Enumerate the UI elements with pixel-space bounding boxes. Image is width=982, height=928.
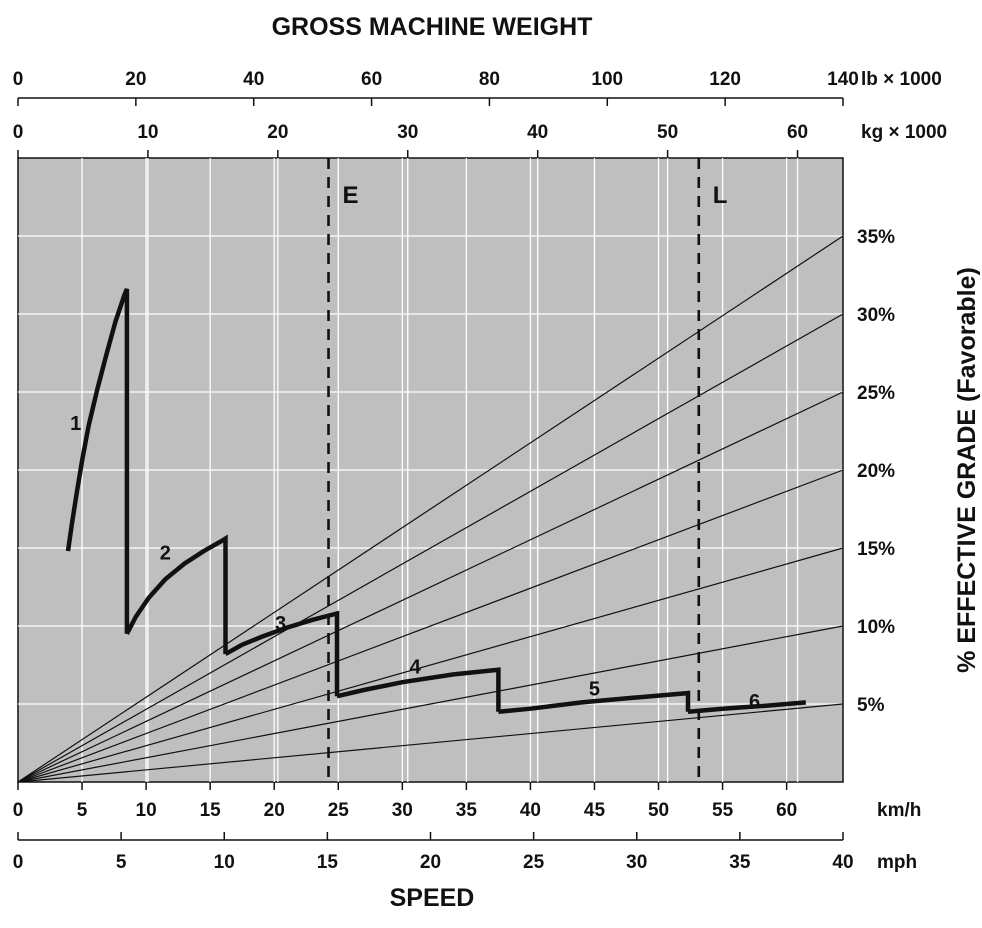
grade-line: [17, 469, 844, 783]
mph-tick-label: 20: [420, 852, 441, 873]
lb-tick-label: 80: [479, 69, 500, 90]
gear-curve: [65, 288, 130, 634]
lb-tick-label: 20: [125, 69, 146, 90]
gear-curve: [124, 534, 228, 655]
grade-label: 30%: [857, 305, 895, 326]
mph-tick-label: 15: [317, 852, 339, 873]
gear-label: 1: [70, 413, 81, 435]
gear-label: 6: [749, 691, 760, 713]
grade-line: [17, 235, 844, 783]
gear-label: 4: [410, 657, 422, 679]
gear-curve: [498, 690, 691, 715]
grade-line: [17, 391, 844, 783]
grade-line: [17, 313, 844, 783]
mph-unit-label: mph: [877, 852, 917, 873]
lb-tick-label: 100: [591, 69, 623, 90]
lb-unit-label: lb × 1000: [861, 69, 942, 90]
kmh-tick-label: 20: [264, 800, 285, 821]
kg-tick-label: 60: [787, 122, 808, 143]
kmh-unit-label: km/h: [877, 800, 921, 821]
x-axis-label: SPEED: [390, 884, 475, 912]
kmh-tick-label: 40: [520, 800, 541, 821]
grade-label: 5%: [857, 695, 885, 716]
weight-marker-label: E: [343, 182, 359, 209]
kg-tick-label: 30: [397, 122, 418, 143]
gear-label: 2: [160, 543, 171, 565]
kmh-tick-label: 5: [77, 800, 88, 821]
grade-label: 15%: [857, 539, 895, 560]
y-axis-label: % EFFECTIVE GRADE (Favorable): [953, 267, 981, 673]
kmh-tick-label: 60: [776, 800, 797, 821]
grade-label: 20%: [857, 461, 895, 482]
grade-line: [17, 547, 844, 783]
kmh-tick-label: 0: [13, 800, 24, 821]
mph-tick-label: 0: [13, 852, 24, 873]
kmh-tick-label: 35: [456, 800, 478, 821]
gear-curve: [336, 667, 501, 712]
kmh-tick-label: 25: [328, 800, 350, 821]
mph-tick-label: 10: [214, 852, 235, 873]
kg-tick-label: 20: [267, 122, 288, 143]
kg-tick-label: 0: [13, 122, 24, 143]
kg-unit-label: kg × 1000: [861, 122, 947, 143]
gear-curves: 1 2 3 4 5 6: [65, 288, 806, 715]
lb-tick-label: 60: [361, 69, 382, 90]
weight-marker-label: L: [713, 182, 728, 209]
gear-label: 3: [275, 613, 286, 635]
mph-tick-label: 30: [626, 852, 647, 873]
kmh-tick-label: 55: [712, 800, 734, 821]
kmh-tick-label: 10: [136, 800, 157, 821]
lb-tick-label: 40: [243, 69, 264, 90]
kmh-tick-label: 30: [392, 800, 413, 821]
kg-tick-label: 50: [657, 122, 678, 143]
mph-tick-label: 25: [523, 852, 545, 873]
gear-curve: [687, 700, 806, 715]
grade-label: 25%: [857, 383, 895, 404]
grade-label: 10%: [857, 617, 895, 638]
mph-tick-label: 35: [729, 852, 751, 873]
grade-lines: 5% 10% 15% 20% 25% 30% 35%: [17, 227, 895, 783]
kg-tick-label: 40: [527, 122, 548, 143]
gear-label: 5: [589, 678, 600, 700]
lb-tick-label: 120: [709, 69, 741, 90]
grade-label: 35%: [857, 227, 895, 248]
lb-tick-label: 140: [827, 69, 859, 90]
grade-line: [17, 625, 844, 783]
mph-tick-label: 5: [116, 852, 127, 873]
lb-tick-label: 0: [13, 69, 24, 90]
kmh-tick-label: 45: [584, 800, 606, 821]
kmh-tick-label: 50: [648, 800, 669, 821]
mph-tick-label: 40: [832, 852, 853, 873]
gear-curve: [224, 610, 340, 697]
kg-tick-label: 10: [137, 122, 158, 143]
grade-line: [17, 703, 844, 783]
kmh-tick-label: 15: [200, 800, 222, 821]
chart-title: GROSS MACHINE WEIGHT: [272, 13, 593, 41]
